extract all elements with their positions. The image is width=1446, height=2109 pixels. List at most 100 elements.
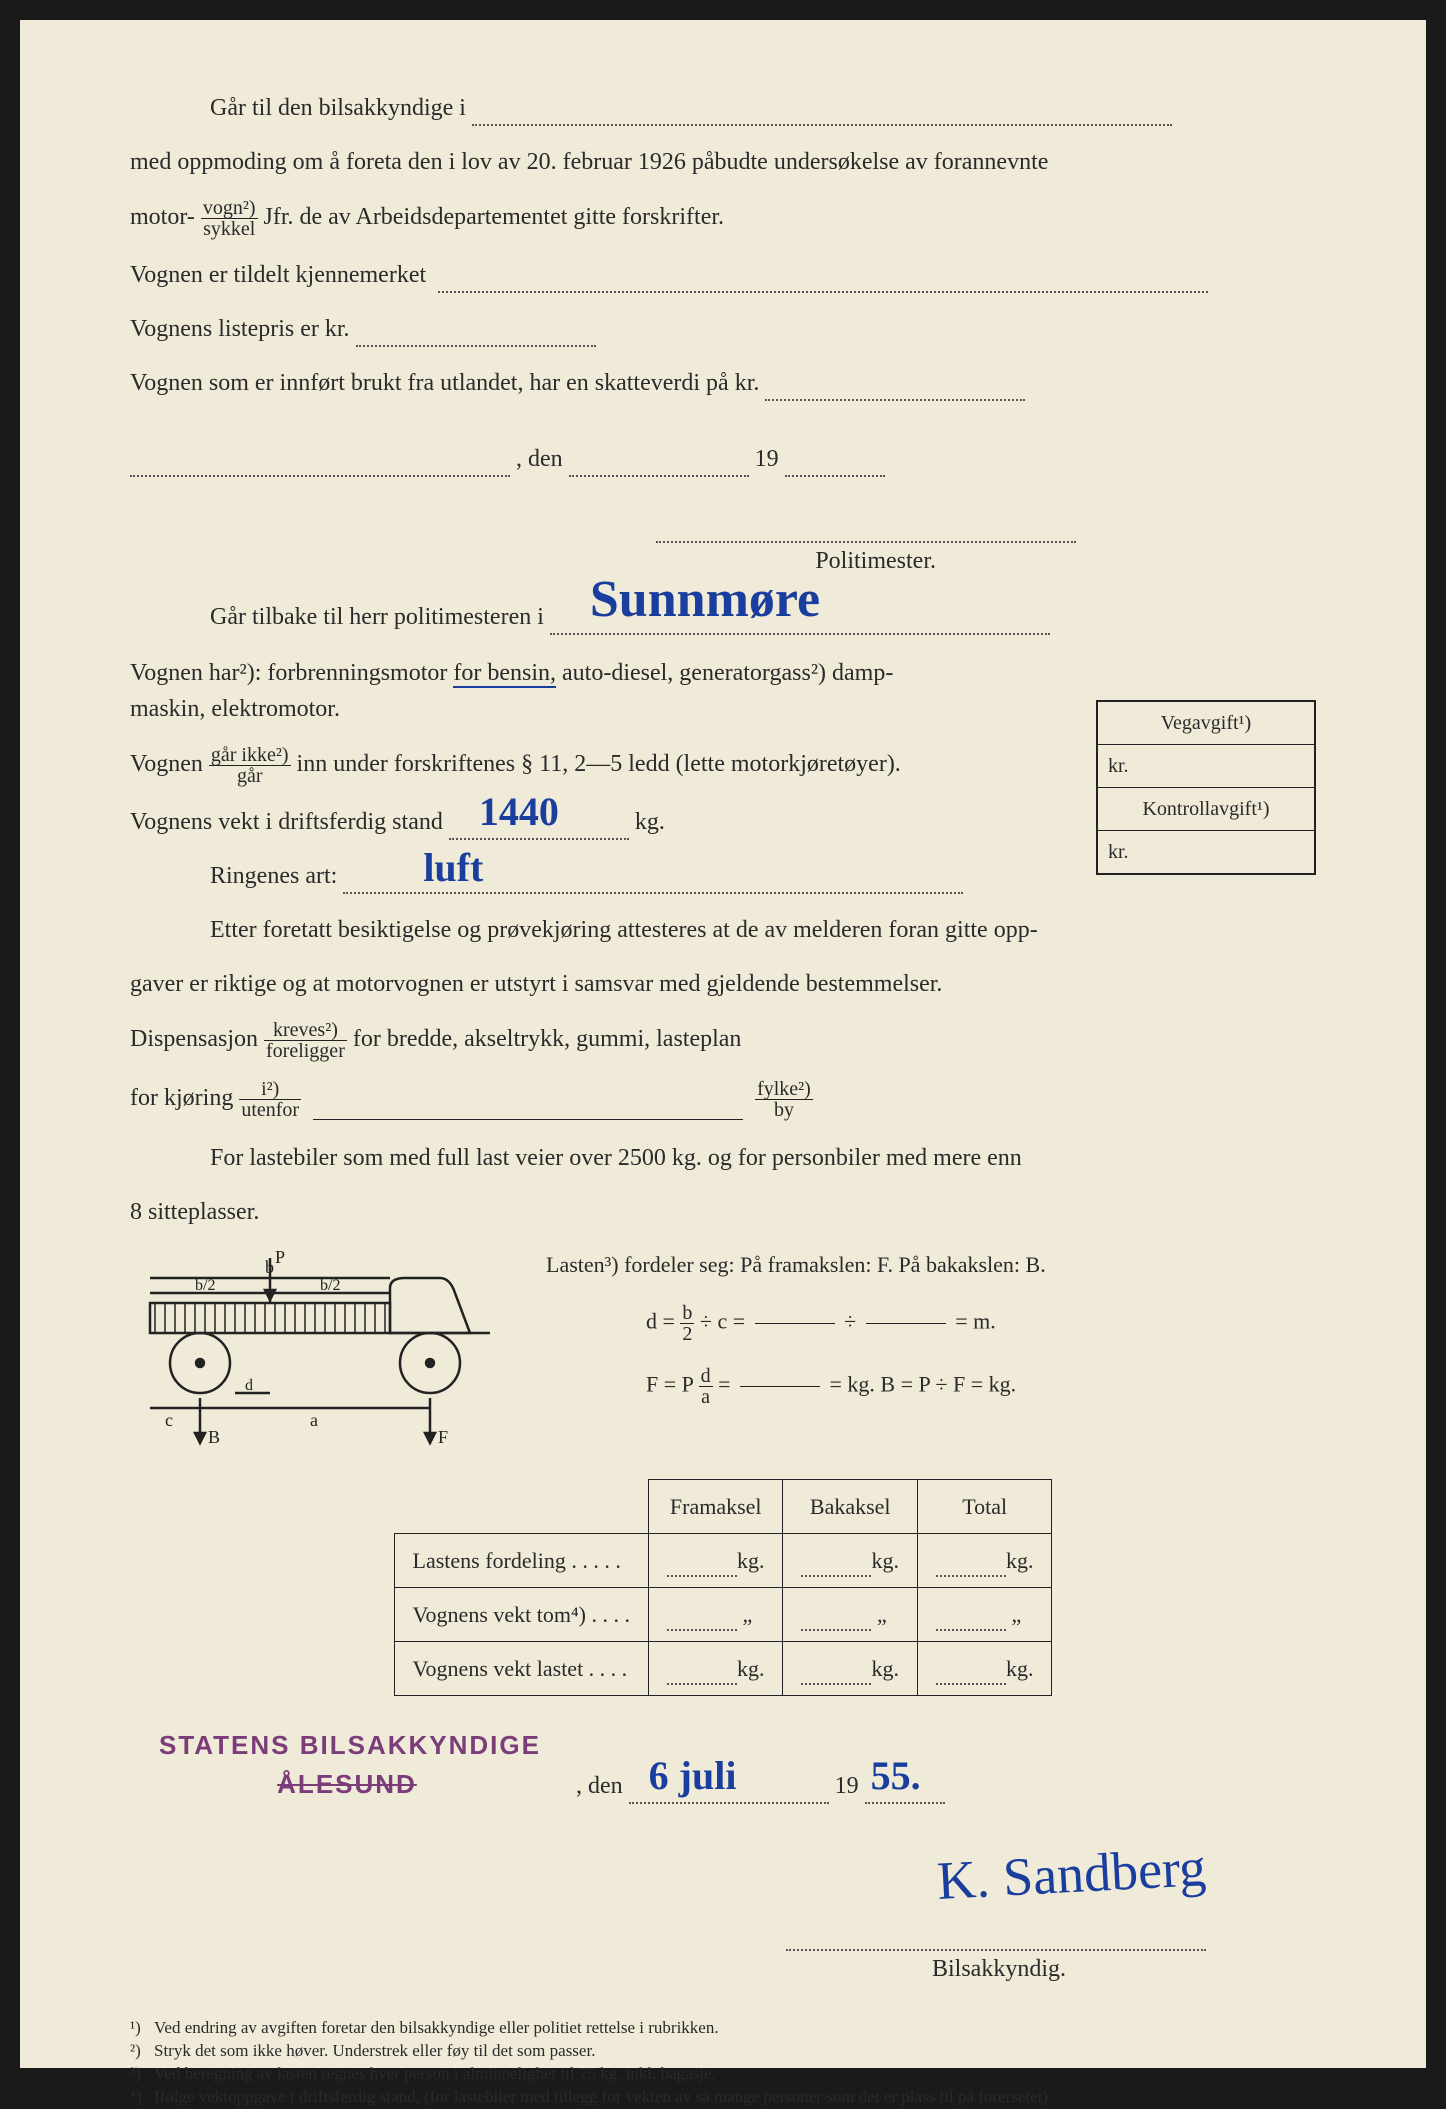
date-line-1: , den 19 bbox=[130, 441, 1316, 477]
text: auto-diesel, generatorgass²) damp- bbox=[556, 660, 893, 686]
text: for bredde, akseltrykk, gummi, lasteplan bbox=[353, 1026, 742, 1052]
text: kg. bbox=[635, 809, 665, 835]
label: Politimester. bbox=[815, 548, 936, 574]
svg-text:P: P bbox=[275, 1248, 285, 1267]
fraction: d a bbox=[699, 1366, 713, 1407]
blank bbox=[472, 124, 1172, 126]
blank: 55. bbox=[865, 1802, 945, 1804]
blank bbox=[313, 1119, 743, 1120]
attest-1: Etter foretatt besiktigelse og prøvekjør… bbox=[130, 912, 1316, 948]
blank: 6 juli bbox=[629, 1802, 829, 1804]
cell: kg. bbox=[917, 1534, 1052, 1588]
top: går ikke²) bbox=[209, 745, 291, 766]
blank bbox=[356, 345, 596, 347]
top: fylke²) bbox=[755, 1079, 813, 1100]
t: Ved beregning av lasten regnes hver pers… bbox=[154, 2063, 716, 2086]
d bbox=[866, 1323, 946, 1324]
handwriting: 6 juli bbox=[649, 1746, 737, 1806]
t: = bbox=[718, 1372, 730, 1397]
signature-row: K. Sandberg Bilsakkyndig. bbox=[130, 1834, 1316, 1987]
text: 19 bbox=[755, 446, 779, 472]
line-5: Vognens listepris er kr. bbox=[130, 311, 1316, 347]
text: , den bbox=[516, 446, 563, 472]
text: maskin, elektromotor. bbox=[130, 696, 340, 722]
svg-text:a: a bbox=[310, 1410, 318, 1430]
blank bbox=[785, 475, 885, 477]
t: F = P bbox=[646, 1372, 693, 1397]
kjor-line: for kjøring i²) utenfor fylke²) by bbox=[130, 1079, 1316, 1120]
svg-text:B: B bbox=[208, 1427, 220, 1447]
svg-text:F: F bbox=[438, 1427, 448, 1447]
d bbox=[740, 1386, 820, 1387]
svg-text:d: d bbox=[245, 1377, 253, 1394]
text: for kjøring bbox=[130, 1085, 239, 1111]
footnote: ³)Ved beregning av lasten regnes hver pe… bbox=[130, 2063, 1316, 2086]
text: Går til den bilsakkyndige i bbox=[210, 95, 466, 121]
blank bbox=[130, 475, 510, 477]
svg-text:b/2: b/2 bbox=[320, 1277, 340, 1294]
row-label: Vognens vekt tom⁴) . . . . bbox=[394, 1588, 648, 1642]
footnotes: ¹)Ved endring av avgiften foretar den bi… bbox=[130, 2017, 1316, 2109]
top: b bbox=[680, 1303, 694, 1324]
row-label: Vognens vekt lastet . . . . bbox=[394, 1642, 648, 1696]
line-4: Vognen er tildelt kjennemerket bbox=[130, 257, 1316, 293]
d bbox=[755, 1323, 835, 1324]
blank: luft bbox=[343, 892, 963, 894]
bot: går bbox=[209, 766, 291, 786]
blank bbox=[656, 541, 1076, 543]
bot: utenfor bbox=[239, 1100, 301, 1120]
fraction: kreves²) foreligger bbox=[264, 1020, 347, 1061]
top: d bbox=[699, 1366, 713, 1387]
fraction: går ikke²) går bbox=[209, 745, 291, 786]
th-tot: Total bbox=[917, 1480, 1052, 1534]
top: vogn²) bbox=[201, 198, 258, 219]
t: Ved endring av avgiften foretar den bils… bbox=[154, 2017, 719, 2040]
text: Ringenes art: bbox=[210, 863, 337, 889]
svg-text:b/2: b/2 bbox=[195, 1277, 215, 1294]
t: ÷ c = bbox=[700, 1309, 745, 1334]
bot: foreligger bbox=[264, 1041, 347, 1061]
bot: by bbox=[755, 1100, 813, 1120]
bot: 2 bbox=[680, 1324, 694, 1344]
bot: sykkel bbox=[201, 219, 258, 239]
t: Stryk det som ikke høver. Understrek ell… bbox=[154, 2040, 595, 2063]
text: 19 bbox=[835, 1773, 859, 1799]
veg-label: Vegavgift¹) bbox=[1098, 702, 1314, 745]
truck-diagram: b b/2 b/2 P a c B F d bbox=[130, 1248, 510, 1459]
formulas: Lasten³) fordeler seg: På framakslen: F.… bbox=[546, 1248, 1306, 1407]
blank bbox=[569, 475, 749, 477]
th-bak: Bakaksel bbox=[783, 1480, 918, 1534]
line-1: Går til den bilsakkyndige i bbox=[130, 90, 1316, 126]
svg-text:c: c bbox=[165, 1410, 173, 1430]
blank: Sunnmøre bbox=[550, 633, 1050, 635]
handwriting: Sunnmøre bbox=[590, 561, 820, 639]
diagram-row: b b/2 b/2 P a c B F d Lasten³) fordeler … bbox=[130, 1248, 1316, 1459]
line-8: Vognen har²): forbrenningsmotor for bens… bbox=[130, 655, 1080, 727]
t: d = bbox=[646, 1309, 680, 1334]
attest-2: gaver er riktige og at motorvognen er ut… bbox=[130, 966, 1316, 1002]
cell: kg. bbox=[648, 1642, 783, 1696]
t: = m. bbox=[955, 1309, 996, 1334]
text: Vognen har²): forbrenningsmotor bbox=[130, 660, 453, 686]
handwriting: luft bbox=[423, 838, 483, 898]
last-intro-1: For lastebiler som med full last veier o… bbox=[130, 1140, 1316, 1176]
kr-1: kr. bbox=[1098, 745, 1314, 788]
formula-header: Lasten³) fordeler seg: På framakslen: F.… bbox=[546, 1248, 1306, 1281]
t: = kg. B = P ÷ F = kg. bbox=[829, 1372, 1016, 1397]
fraction: fylke²) by bbox=[755, 1079, 813, 1120]
stamp-line-1: STATENS BILSAKKYNDIGE bbox=[159, 1730, 541, 1760]
text: Vognen er tildelt kjennemerket bbox=[130, 262, 426, 288]
fraction: i²) utenfor bbox=[239, 1079, 301, 1120]
line-2: med oppmoding om å foreta den i lov av 2… bbox=[130, 144, 1316, 180]
line-3: motor- vogn²) sykkel Jfr. de av Arbeidsd… bbox=[130, 198, 1316, 239]
cell: kg. bbox=[648, 1534, 783, 1588]
line-6: Vognen som er innført brukt fra utlandet… bbox=[130, 365, 1316, 401]
stamp-block: STATENS BILSAKKYNDIGE ÅLESUND bbox=[130, 1726, 570, 1804]
line-7: Går tilbake til herr politimesteren i Su… bbox=[130, 599, 1316, 635]
line-10: Vognens vekt i driftsferdig stand 1440 k… bbox=[130, 804, 1316, 840]
t: Ifølge vektoppgave i driftsferdig stand,… bbox=[154, 2086, 1052, 2109]
label: Bilsakkyndig. bbox=[932, 1956, 1066, 1982]
text: Vognens vekt i driftsferdig stand bbox=[130, 809, 443, 835]
footnote: ⁴)Ifølge vektoppgave i driftsferdig stan… bbox=[130, 2086, 1316, 2109]
top: kreves²) bbox=[264, 1020, 347, 1041]
